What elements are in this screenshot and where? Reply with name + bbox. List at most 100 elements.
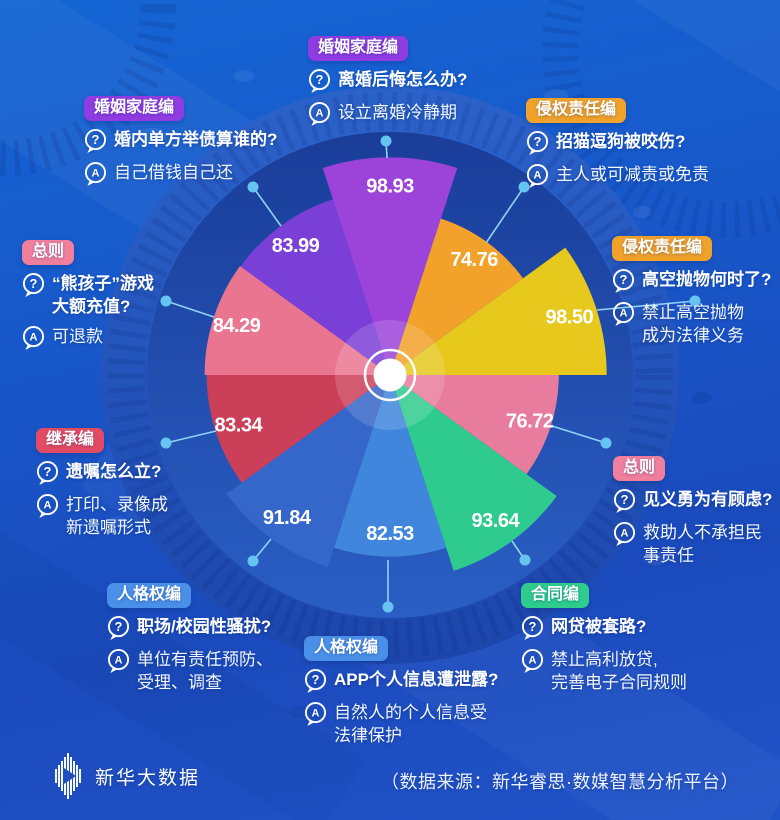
callout-connector-dot [382, 601, 394, 613]
answer-row: A 可退款 [22, 325, 154, 351]
answer-text: 禁止高空抛物 成为法律义务 [642, 303, 744, 346]
answer-bubble-icon: A [308, 102, 331, 127]
question-bubble-icon: ? [521, 616, 544, 641]
callout-connector-dot [380, 135, 392, 147]
chapter-badge: 婚姻家庭编 [84, 96, 185, 122]
svg-text:A: A [92, 168, 100, 180]
question-text: 高空抛物何时了? [642, 270, 772, 290]
sector-value-label: 76.72 [506, 410, 554, 432]
question-row: ? “熊孩子”游戏 大额充值? [22, 272, 154, 318]
question-bubble-icon: ? [36, 461, 59, 486]
callout-connector-line [551, 425, 607, 444]
question-bubble-icon: ? [84, 129, 107, 154]
brand-name: 新华大数据 [95, 767, 201, 789]
answer-row: A 自然人的个人信息受 法律保护 [304, 701, 498, 747]
decor-gear-circle [0, 0, 176, 176]
question-text: 职场/校园性骚扰? [137, 617, 272, 637]
answer-text: 禁止高利放贷, 完善电子合同规则 [551, 650, 687, 693]
question-text: 招猫逗狗被咬伤? [556, 132, 686, 152]
answer-row: A 单位有责任预防、 受理、调查 [107, 648, 273, 694]
svg-text:?: ? [620, 272, 628, 287]
rose-sector-8 [206, 375, 390, 483]
sector-value-label: 82.53 [366, 523, 414, 545]
callout-connector-line [165, 300, 215, 318]
chapter-badge: 侵权责任编 [526, 98, 627, 124]
chapter-badge: 婚姻家庭编 [308, 36, 409, 62]
svg-text:A: A [621, 528, 629, 540]
answer-text: 单位有责任预防、 受理、调查 [137, 650, 273, 693]
svg-text:?: ? [316, 72, 324, 87]
question-bubble-icon: ? [612, 269, 635, 294]
rose-sector-3 [390, 247, 607, 375]
rose-sector-6 [333, 375, 447, 557]
answer-text: 自然人的个人信息受 法律保护 [334, 703, 487, 746]
answer-text: 救助人不承担民 事责任 [643, 523, 762, 566]
answer-bubble-icon: A [304, 702, 327, 727]
answer-bubble-icon: A [36, 494, 59, 519]
svg-text:?: ? [312, 672, 320, 687]
callout-connector-line [252, 186, 282, 227]
question-bubble-icon: ? [304, 669, 327, 694]
answer-bubble-icon: A [107, 649, 130, 674]
question-bubble-icon: ? [22, 273, 45, 298]
question-text: 网贷被套路? [551, 617, 647, 637]
svg-text:A: A [316, 108, 324, 120]
callout-connector-dot [160, 295, 172, 307]
sector-value-label: 98.93 [366, 176, 414, 198]
rose-sector-9 [204, 266, 390, 375]
svg-text:?: ? [529, 619, 537, 634]
sector-value-label: 91.84 [263, 507, 312, 529]
sector-value-label: 98.50 [546, 307, 594, 329]
answer-text: 主人或可减责或免责 [556, 165, 709, 185]
question-row: ? 见义勇为有顾虑? [613, 488, 772, 514]
center-ring [363, 348, 417, 402]
sector-value-label: 83.99 [272, 235, 320, 257]
answer-bubble-icon: A [521, 649, 544, 674]
answer-row: A 自己借钱自己还 [84, 161, 277, 187]
callout-6: 人格权编 ? APP个人信息遭泄露? A 自然人的个人信息受 法律保护 [304, 636, 498, 747]
svg-text:?: ? [621, 492, 629, 507]
callout-1: 婚姻家庭编 ? 离婚后悔怎么办? A 设立离婚冷静期 [308, 36, 467, 127]
rose-sector-7 [226, 375, 390, 568]
callout-connector-line [165, 430, 217, 444]
answer-text: 自己借钱自己还 [114, 163, 233, 183]
question-row: ? 职场/校园性骚扰? [107, 615, 273, 641]
sector-value-label: 84.29 [213, 315, 261, 337]
answer-bubble-icon: A [613, 522, 636, 547]
svg-text:A: A [529, 655, 537, 667]
svg-text:A: A [44, 500, 52, 512]
svg-text:A: A [534, 170, 542, 182]
center-hub [373, 358, 407, 392]
svg-text:?: ? [44, 464, 52, 479]
rose-sector-5 [390, 375, 557, 571]
callout-connector-dot [247, 555, 259, 567]
logo-play-notch [64, 768, 76, 784]
svg-text:A: A [115, 655, 123, 667]
question-bubble-icon: ? [613, 489, 636, 514]
rose-sector-4 [390, 375, 559, 475]
question-text: APP个人信息遭泄露? [334, 670, 499, 690]
answer-row: A 禁止高利放贷, 完善电子合同规则 [521, 648, 687, 694]
question-row: ? APP个人信息遭泄露? [304, 668, 498, 694]
rose-sector-2 [390, 218, 524, 375]
chapter-badge: 总则 [22, 240, 75, 266]
svg-text:?: ? [92, 132, 100, 147]
answer-text: 打印、录像成 新遗嘱形式 [66, 495, 168, 538]
callout-connector-dot [689, 295, 701, 307]
question-bubble-icon: ? [526, 131, 549, 156]
question-row: ? 网贷被套路? [521, 615, 687, 641]
question-row: ? 招猫逗狗被咬伤? [526, 130, 709, 156]
svg-text:?: ? [30, 276, 38, 291]
chart-backdrop-ticks [107, 92, 673, 658]
data-source-note: （数据来源：新华睿思·数媒智慧分析平台） [381, 772, 739, 792]
answer-row: A 设立离婚冷静期 [308, 101, 467, 127]
callout-connector-dot [518, 181, 530, 193]
callout-connectors [160, 135, 701, 613]
answer-bubble-icon: A [612, 302, 635, 327]
svg-text:?: ? [534, 134, 542, 149]
callout-7: 人格权编 ? 职场/校园性骚扰? A 单位有责任预防、 受理、调查 [107, 583, 273, 694]
callout-5: 合同编 ? 网贷被套路? A 禁止高利放贷, 完善电子合同规则 [521, 583, 687, 694]
chapter-badge: 侵权责任编 [612, 236, 713, 262]
